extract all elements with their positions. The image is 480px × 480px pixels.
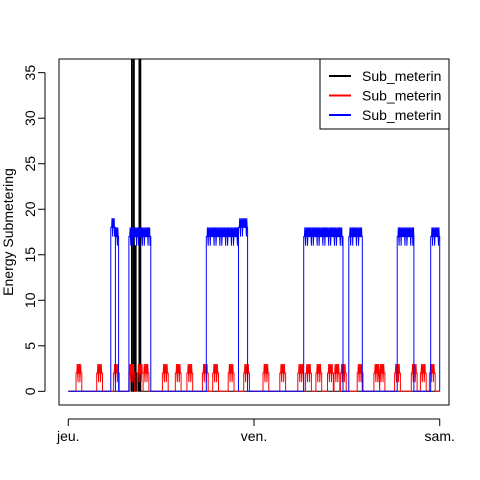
x-tick-label: ven.: [241, 428, 267, 444]
y-tick-label: 35: [22, 65, 38, 81]
y-axis-title: Energy Submetering: [0, 168, 16, 296]
legend-box: [319, 58, 450, 130]
y-tick-label: 15: [22, 247, 38, 263]
legend-label: Sub_meterin: [362, 88, 441, 104]
y-tick-label: 5: [22, 342, 38, 350]
plot-box: [58, 58, 450, 406]
series-sub-metering-2-line: [68, 363, 440, 392]
y-tick-label: 0: [22, 387, 38, 395]
y-tick-label: 10: [22, 292, 38, 308]
y-tick-label: 30: [22, 110, 38, 126]
x-tick-label: jeu.: [56, 428, 80, 444]
x-tick-label: sam.: [425, 428, 455, 444]
x-axis: jeu. ven. sam.: [56, 418, 455, 444]
y-tick-label: 20: [22, 201, 38, 217]
legend: Sub_meterin Sub_meterin Sub_meterin: [319, 58, 450, 130]
legend-label: Sub_meterin: [362, 107, 441, 123]
series-layer: [68, 59, 441, 392]
legend-label: Sub_meterin: [362, 68, 441, 84]
y-tick-label: 25: [22, 156, 38, 172]
y-axis: 0 5 10 15 20 25 30 35: [22, 65, 46, 395]
series-sub-metering-3-line: [68, 218, 441, 392]
